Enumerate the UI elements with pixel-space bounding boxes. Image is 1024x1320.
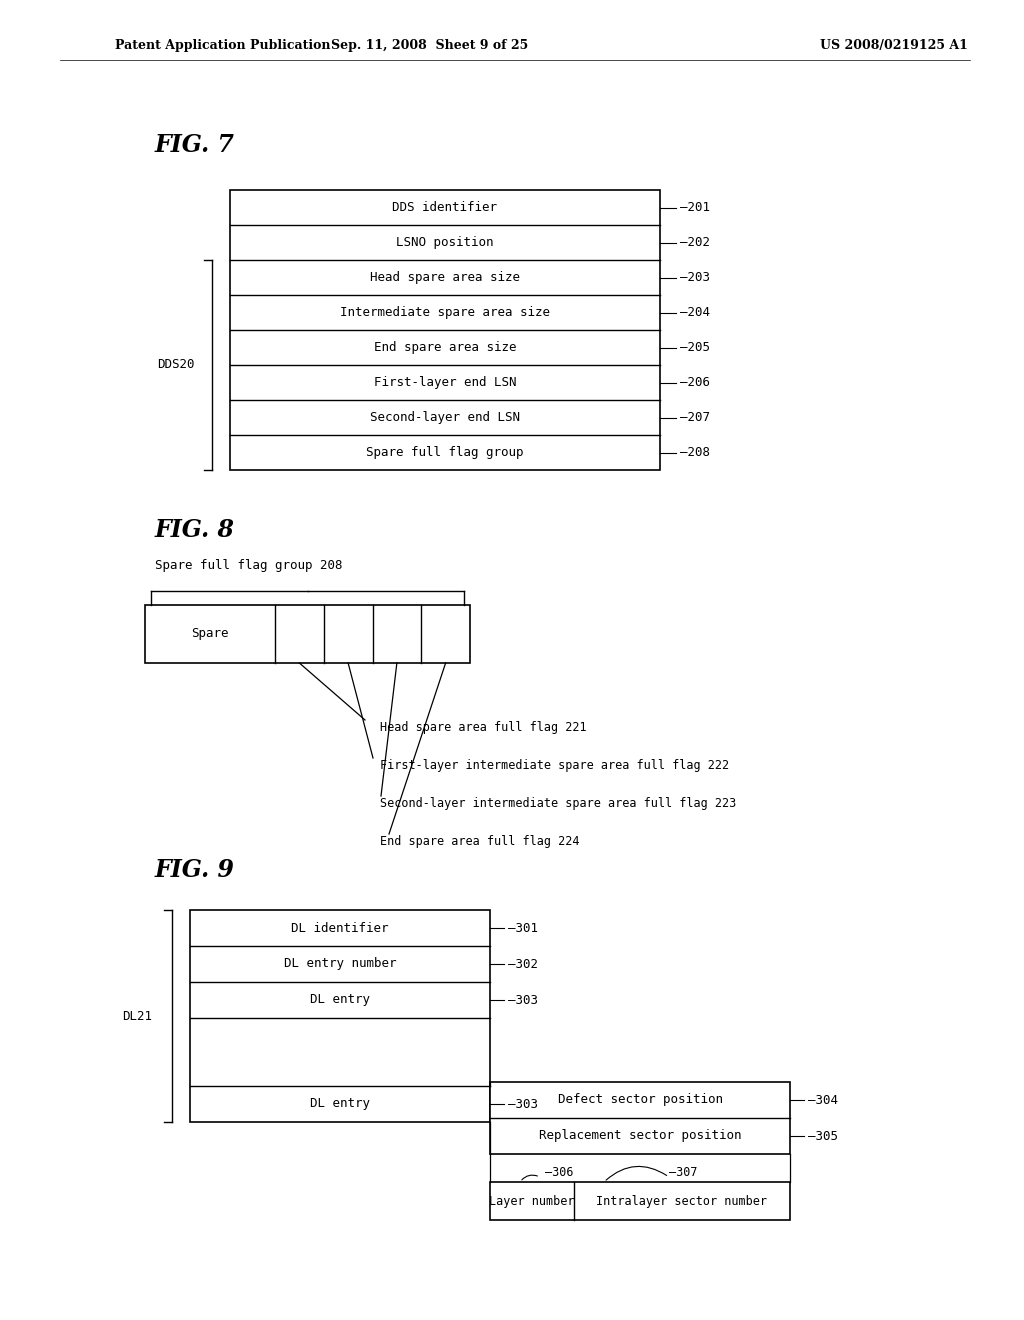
Text: —303: —303 (508, 994, 538, 1006)
Text: —206: —206 (680, 376, 710, 389)
Text: FIG. 8: FIG. 8 (155, 517, 234, 543)
Text: Replacement sector position: Replacement sector position (539, 1130, 741, 1143)
Text: Sep. 11, 2008  Sheet 9 of 25: Sep. 11, 2008 Sheet 9 of 25 (332, 38, 528, 51)
Text: FIG. 9: FIG. 9 (155, 858, 234, 882)
Text: DDS20: DDS20 (157, 359, 195, 371)
Text: First-layer end LSN: First-layer end LSN (374, 376, 516, 389)
Text: —208: —208 (680, 446, 710, 459)
Text: Spare full flag group: Spare full flag group (367, 446, 523, 459)
Bar (490, 1082, 790, 1154)
Text: —207: —207 (680, 411, 710, 424)
Bar (190, 909, 490, 1122)
Text: Layer number: Layer number (489, 1195, 574, 1208)
Text: —203: —203 (680, 271, 710, 284)
Text: DL entry: DL entry (310, 1097, 370, 1110)
Text: Defect sector position: Defect sector position (557, 1093, 723, 1106)
Text: DL entry number: DL entry number (284, 957, 396, 970)
Text: DL entry: DL entry (310, 994, 370, 1006)
Text: DL21: DL21 (122, 1010, 152, 1023)
Text: Head spare area full flag 221: Head spare area full flag 221 (380, 722, 587, 734)
Text: FIG. 7: FIG. 7 (155, 133, 234, 157)
Text: Second-layer intermediate spare area full flag 223: Second-layer intermediate spare area ful… (380, 797, 736, 810)
Text: Intralayer sector number: Intralayer sector number (597, 1195, 768, 1208)
Text: —301: —301 (508, 921, 538, 935)
Text: End spare area full flag 224: End spare area full flag 224 (380, 836, 580, 849)
Text: Second-layer end LSN: Second-layer end LSN (370, 411, 520, 424)
Text: —304: —304 (808, 1093, 838, 1106)
Text: End spare area size: End spare area size (374, 341, 516, 354)
Text: —307: —307 (669, 1166, 697, 1179)
Text: US 2008/0219125 A1: US 2008/0219125 A1 (820, 38, 968, 51)
Bar (145, 605, 470, 663)
Text: —305: —305 (808, 1130, 838, 1143)
Bar (490, 1181, 790, 1220)
Text: —201: —201 (680, 201, 710, 214)
Text: Spare full flag group 208: Spare full flag group 208 (155, 558, 342, 572)
Text: —302: —302 (508, 957, 538, 970)
Bar (230, 190, 660, 470)
Text: DL identifier: DL identifier (291, 921, 389, 935)
Text: Spare: Spare (191, 627, 228, 640)
Text: Head spare area size: Head spare area size (370, 271, 520, 284)
Text: —202: —202 (680, 236, 710, 249)
Text: Intermediate spare area size: Intermediate spare area size (340, 306, 550, 319)
Text: —205: —205 (680, 341, 710, 354)
Text: First-layer intermediate spare area full flag 222: First-layer intermediate spare area full… (380, 759, 729, 772)
Text: LSNO position: LSNO position (396, 236, 494, 249)
Text: Patent Application Publication: Patent Application Publication (115, 38, 331, 51)
Text: —204: —204 (680, 306, 710, 319)
Text: —306: —306 (545, 1166, 573, 1179)
Text: —303: —303 (508, 1097, 538, 1110)
Text: DDS identifier: DDS identifier (392, 201, 498, 214)
